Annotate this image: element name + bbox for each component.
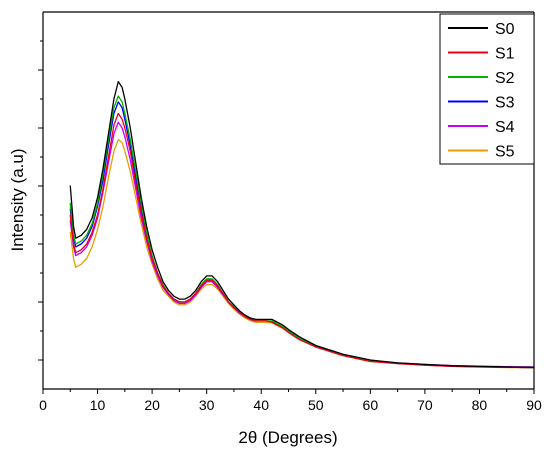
x-tick-label: 30 [199, 397, 215, 413]
series-line-s1 [69, 112, 535, 369]
y-axis-label: Intensity (a.u) [8, 149, 27, 252]
y-ticks-layer [38, 40, 43, 361]
series-line-s2 [69, 95, 535, 369]
legend-label-s0: S0 [495, 21, 515, 38]
legend-label-s5: S5 [495, 144, 515, 161]
x-tick-label: 90 [526, 397, 542, 413]
x-tick-label: 20 [144, 397, 160, 413]
series-line-s5 [69, 138, 535, 369]
x-tick-label: 80 [472, 397, 488, 413]
legend-box [439, 13, 535, 165]
x-axis-label: 2θ (Degrees) [238, 428, 337, 447]
legend: S0 S1 S2 S3 S4 S5 [439, 13, 535, 165]
x-tick-label: 70 [417, 397, 433, 413]
legend-label-s4: S4 [495, 119, 515, 136]
legend-label-s1: S1 [495, 46, 515, 63]
legend-label-s3: S3 [495, 95, 515, 112]
series-layer [69, 80, 535, 369]
legend-label-s2: S2 [495, 70, 515, 87]
x-tick-label: 60 [363, 397, 379, 413]
series-line-s0 [69, 80, 535, 368]
x-tick-label: 10 [90, 397, 106, 413]
x-tick-label: 0 [39, 397, 47, 413]
x-tick-label: 50 [308, 397, 324, 413]
x-ticks-layer: 0 10 20 30 40 50 60 70 80 90 [39, 389, 542, 413]
x-tick-label: 40 [253, 397, 269, 413]
